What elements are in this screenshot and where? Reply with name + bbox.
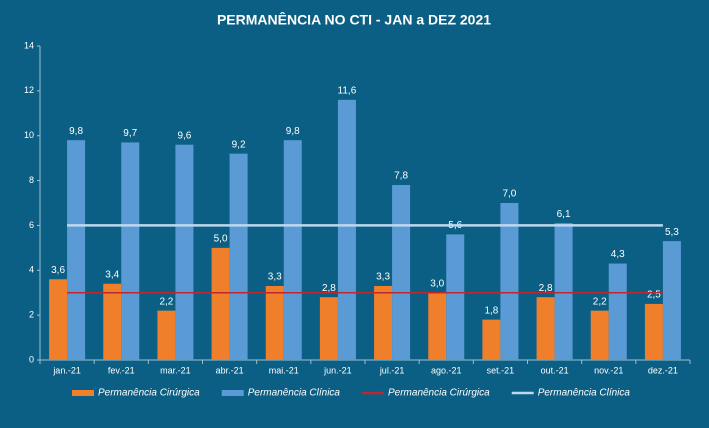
legend-label: Permanência Clínica — [248, 388, 341, 399]
bar — [590, 310, 609, 360]
y-tick-label: 10 — [24, 130, 34, 140]
bar — [482, 319, 501, 360]
data-label: 3,3 — [268, 272, 282, 283]
bar — [121, 142, 140, 360]
bar — [446, 234, 465, 360]
data-label: 3,6 — [51, 265, 65, 276]
data-label: 2,2 — [159, 296, 173, 307]
x-tick-label: jul.-21 — [379, 365, 405, 375]
y-tick-label: 14 — [24, 40, 34, 50]
data-label: 1,8 — [484, 305, 498, 316]
bar — [283, 140, 302, 360]
bar — [319, 297, 338, 360]
y-tick-label: 4 — [29, 265, 34, 275]
data-label: 9,7 — [123, 128, 137, 139]
data-label: 2,8 — [322, 283, 336, 294]
data-label: 9,8 — [69, 126, 83, 137]
data-label: 3,0 — [430, 278, 444, 289]
bar — [662, 241, 681, 360]
chart-title: PERMANÊNCIA NO CTI - JAN a DEZ 2021 — [217, 11, 491, 28]
y-tick-label: 2 — [29, 310, 34, 320]
y-tick-label: 0 — [29, 354, 34, 364]
data-label: 5,3 — [665, 227, 679, 238]
data-label: 5,0 — [214, 233, 228, 244]
data-label: 4,3 — [611, 249, 625, 260]
x-tick-label: dez.-21 — [648, 365, 678, 375]
data-label: 7,0 — [502, 189, 516, 200]
x-tick-label: mar.-21 — [160, 365, 191, 375]
x-tick-label: jun.-21 — [323, 365, 352, 375]
data-label: 2,5 — [647, 290, 661, 301]
bar — [157, 310, 176, 360]
bar — [554, 223, 573, 360]
bar — [49, 279, 68, 360]
legend-swatch — [221, 390, 244, 396]
x-tick-label: nov.-21 — [594, 365, 623, 375]
legend-label: Permanência Cirúrgica — [98, 388, 200, 399]
bar — [175, 144, 194, 360]
legend-label: Permanência Cirúrgica — [388, 388, 490, 399]
data-label: 6,1 — [557, 209, 571, 220]
legend-swatch — [72, 390, 94, 396]
x-tick-label: ago.-21 — [431, 365, 462, 375]
bar — [229, 153, 248, 360]
bar — [536, 297, 555, 360]
bar — [644, 303, 663, 360]
bar — [608, 263, 627, 360]
data-label: 9,6 — [177, 130, 191, 141]
x-tick-label: fev.-21 — [108, 365, 135, 375]
y-tick-label: 8 — [29, 175, 34, 185]
data-label: 2,2 — [593, 296, 607, 307]
bar — [392, 185, 411, 360]
x-tick-label: set.-21 — [487, 365, 515, 375]
y-tick-label: 6 — [29, 220, 34, 230]
data-label: 7,8 — [394, 171, 408, 182]
bar — [337, 99, 356, 360]
bar — [500, 203, 519, 360]
data-label: 9,8 — [286, 126, 300, 137]
bar — [374, 285, 393, 360]
bar — [211, 247, 230, 360]
x-tick-label: mai.-21 — [269, 365, 299, 375]
data-label: 3,3 — [376, 272, 390, 283]
data-label: 2,8 — [539, 283, 553, 294]
data-label: 3,4 — [105, 269, 119, 280]
data-label: 11,6 — [338, 85, 357, 96]
bar — [103, 283, 122, 360]
legend-label: Permanência Clínica — [538, 388, 631, 399]
x-tick-label: out.-21 — [541, 365, 569, 375]
bar — [67, 140, 86, 360]
bar — [428, 292, 447, 360]
data-label: 9,2 — [232, 139, 246, 150]
bar — [265, 285, 284, 360]
x-tick-label: abr.-21 — [216, 365, 244, 375]
y-tick-label: 12 — [24, 85, 34, 95]
x-tick-label: jan.-21 — [52, 365, 81, 375]
